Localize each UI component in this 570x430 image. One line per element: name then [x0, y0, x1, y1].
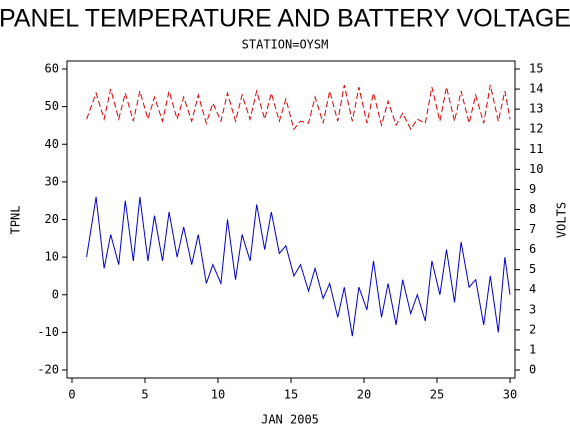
x-tick-label: 30	[503, 388, 517, 402]
y-tick-label: 30	[45, 174, 59, 188]
x-tick-label: 25	[430, 388, 444, 402]
y2-tick-label: 12	[529, 122, 543, 136]
x-tick-label: 10	[211, 388, 225, 402]
y2-tick-label: 7	[529, 222, 536, 236]
x-tick-label: 5	[141, 388, 148, 402]
y-tick-label: 0	[52, 287, 59, 301]
y-tick-label: 10	[45, 250, 59, 264]
data-line	[86, 84, 511, 131]
y2-tick-label: 2	[529, 322, 536, 336]
y2-tick-label: 13	[529, 102, 543, 116]
y2-tick-label: 1	[529, 342, 536, 356]
y2-tick-label: 8	[529, 202, 536, 216]
y2-tick-label: 4	[529, 282, 536, 296]
x-axis-label: JAN 2005	[261, 413, 319, 427]
x-tick-label: 15	[284, 388, 298, 402]
plot-frame	[66, 60, 516, 379]
chart-subtitle: STATION=OYSM	[242, 38, 329, 52]
y-tick-label: -20	[37, 363, 59, 377]
y-tick-label: -10	[37, 325, 59, 339]
y-axis-label: TPNL	[9, 206, 23, 235]
x-tick-label: 20	[357, 388, 371, 402]
chart-title: PANEL TEMPERATURE AND BATTERY VOLTAGE	[0, 5, 570, 33]
y-tick-label: 60	[45, 62, 59, 76]
y-tick-label: 40	[45, 137, 59, 151]
y2-tick-label: 3	[529, 302, 536, 316]
y2-tick-label: 11	[529, 142, 543, 156]
x-tick-label: 0	[68, 388, 75, 402]
y2-tick-label: 5	[529, 262, 536, 276]
y-tick-label: 50	[45, 99, 59, 113]
y2-tick-label: 15	[529, 62, 543, 76]
y-tick-label: 20	[45, 212, 59, 226]
y2-tick-label: 14	[529, 82, 543, 96]
data-line	[86, 196, 511, 337]
y2-tick-label: 6	[529, 242, 536, 256]
y2-tick-label: 9	[529, 182, 536, 196]
y2-tick-label: 0	[529, 363, 536, 377]
y2-axis-label: VOLTS	[555, 202, 569, 238]
y2-tick-label: 10	[529, 162, 543, 176]
